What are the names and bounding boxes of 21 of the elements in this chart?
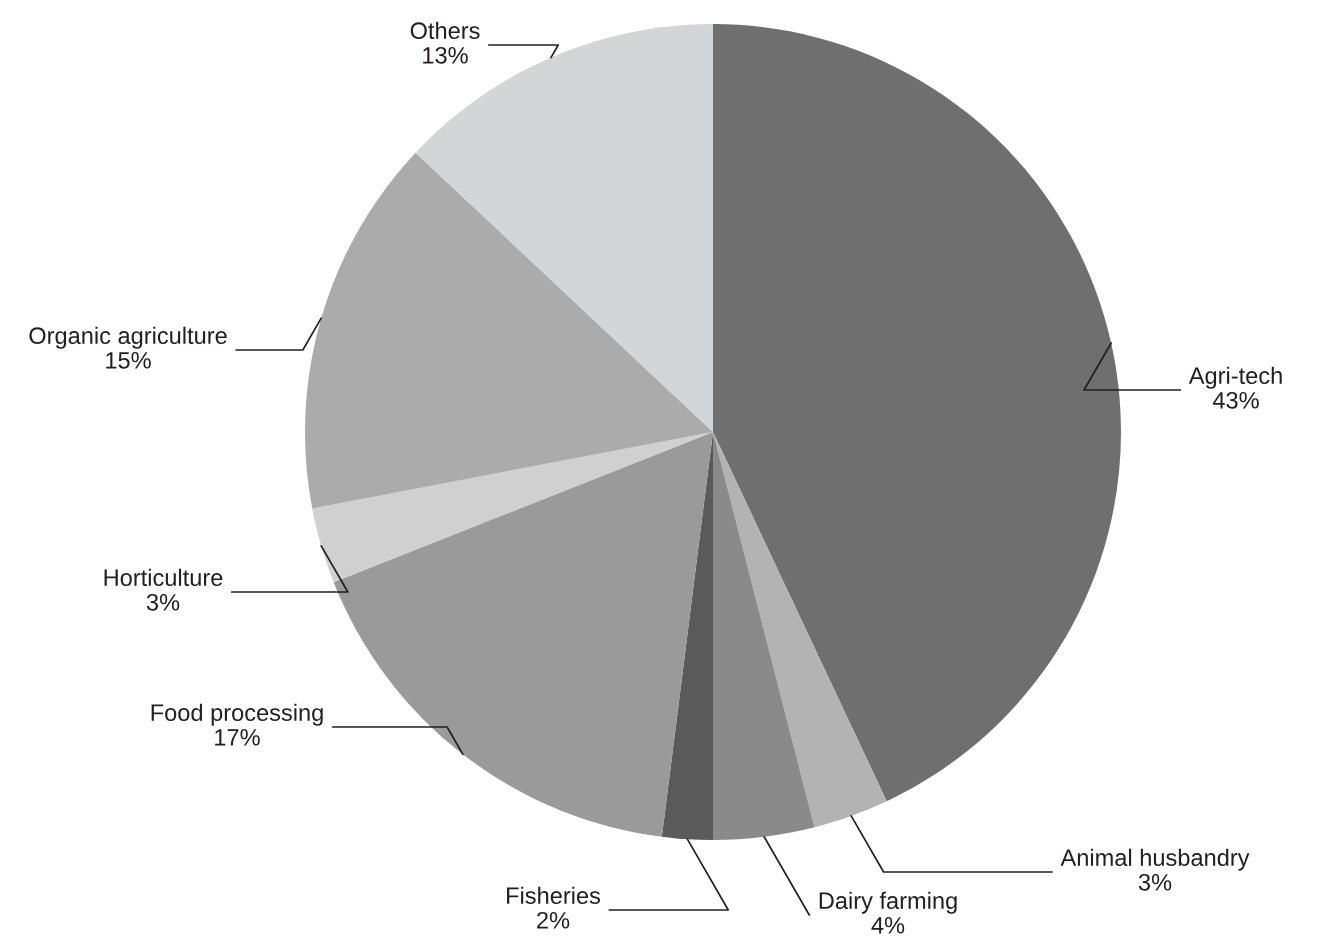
data-label: 3%: [146, 593, 180, 611]
pie-slice: [305, 152, 713, 509]
slice-label: Agri-tech: [1188, 366, 1282, 389]
data-label: 2%: [537, 911, 570, 929]
data-label: 4%: [871, 917, 905, 934]
slice-label: Animal husbandry: [1060, 848, 1250, 871]
data-label: 43%: [1212, 391, 1259, 409]
slice-label: Fisheries: [507, 886, 601, 905]
pie-slice: [713, 24, 1121, 802]
slice-label: Food processing: [151, 703, 323, 726]
slice-label: Others: [410, 21, 480, 40]
pie-slice: [713, 432, 815, 840]
data-label: 3%: [1138, 873, 1172, 891]
slice-label: Dairy farming: [819, 891, 957, 914]
data-label: 17%: [215, 729, 260, 746]
pie-slice: [713, 432, 887, 828]
pie-slice: [333, 432, 713, 837]
data-label: 13%: [423, 46, 468, 64]
slice-label: Organic agriculture: [29, 326, 227, 349]
slice-label: Horticulture: [104, 568, 223, 587]
data-label: 15%: [106, 352, 151, 369]
